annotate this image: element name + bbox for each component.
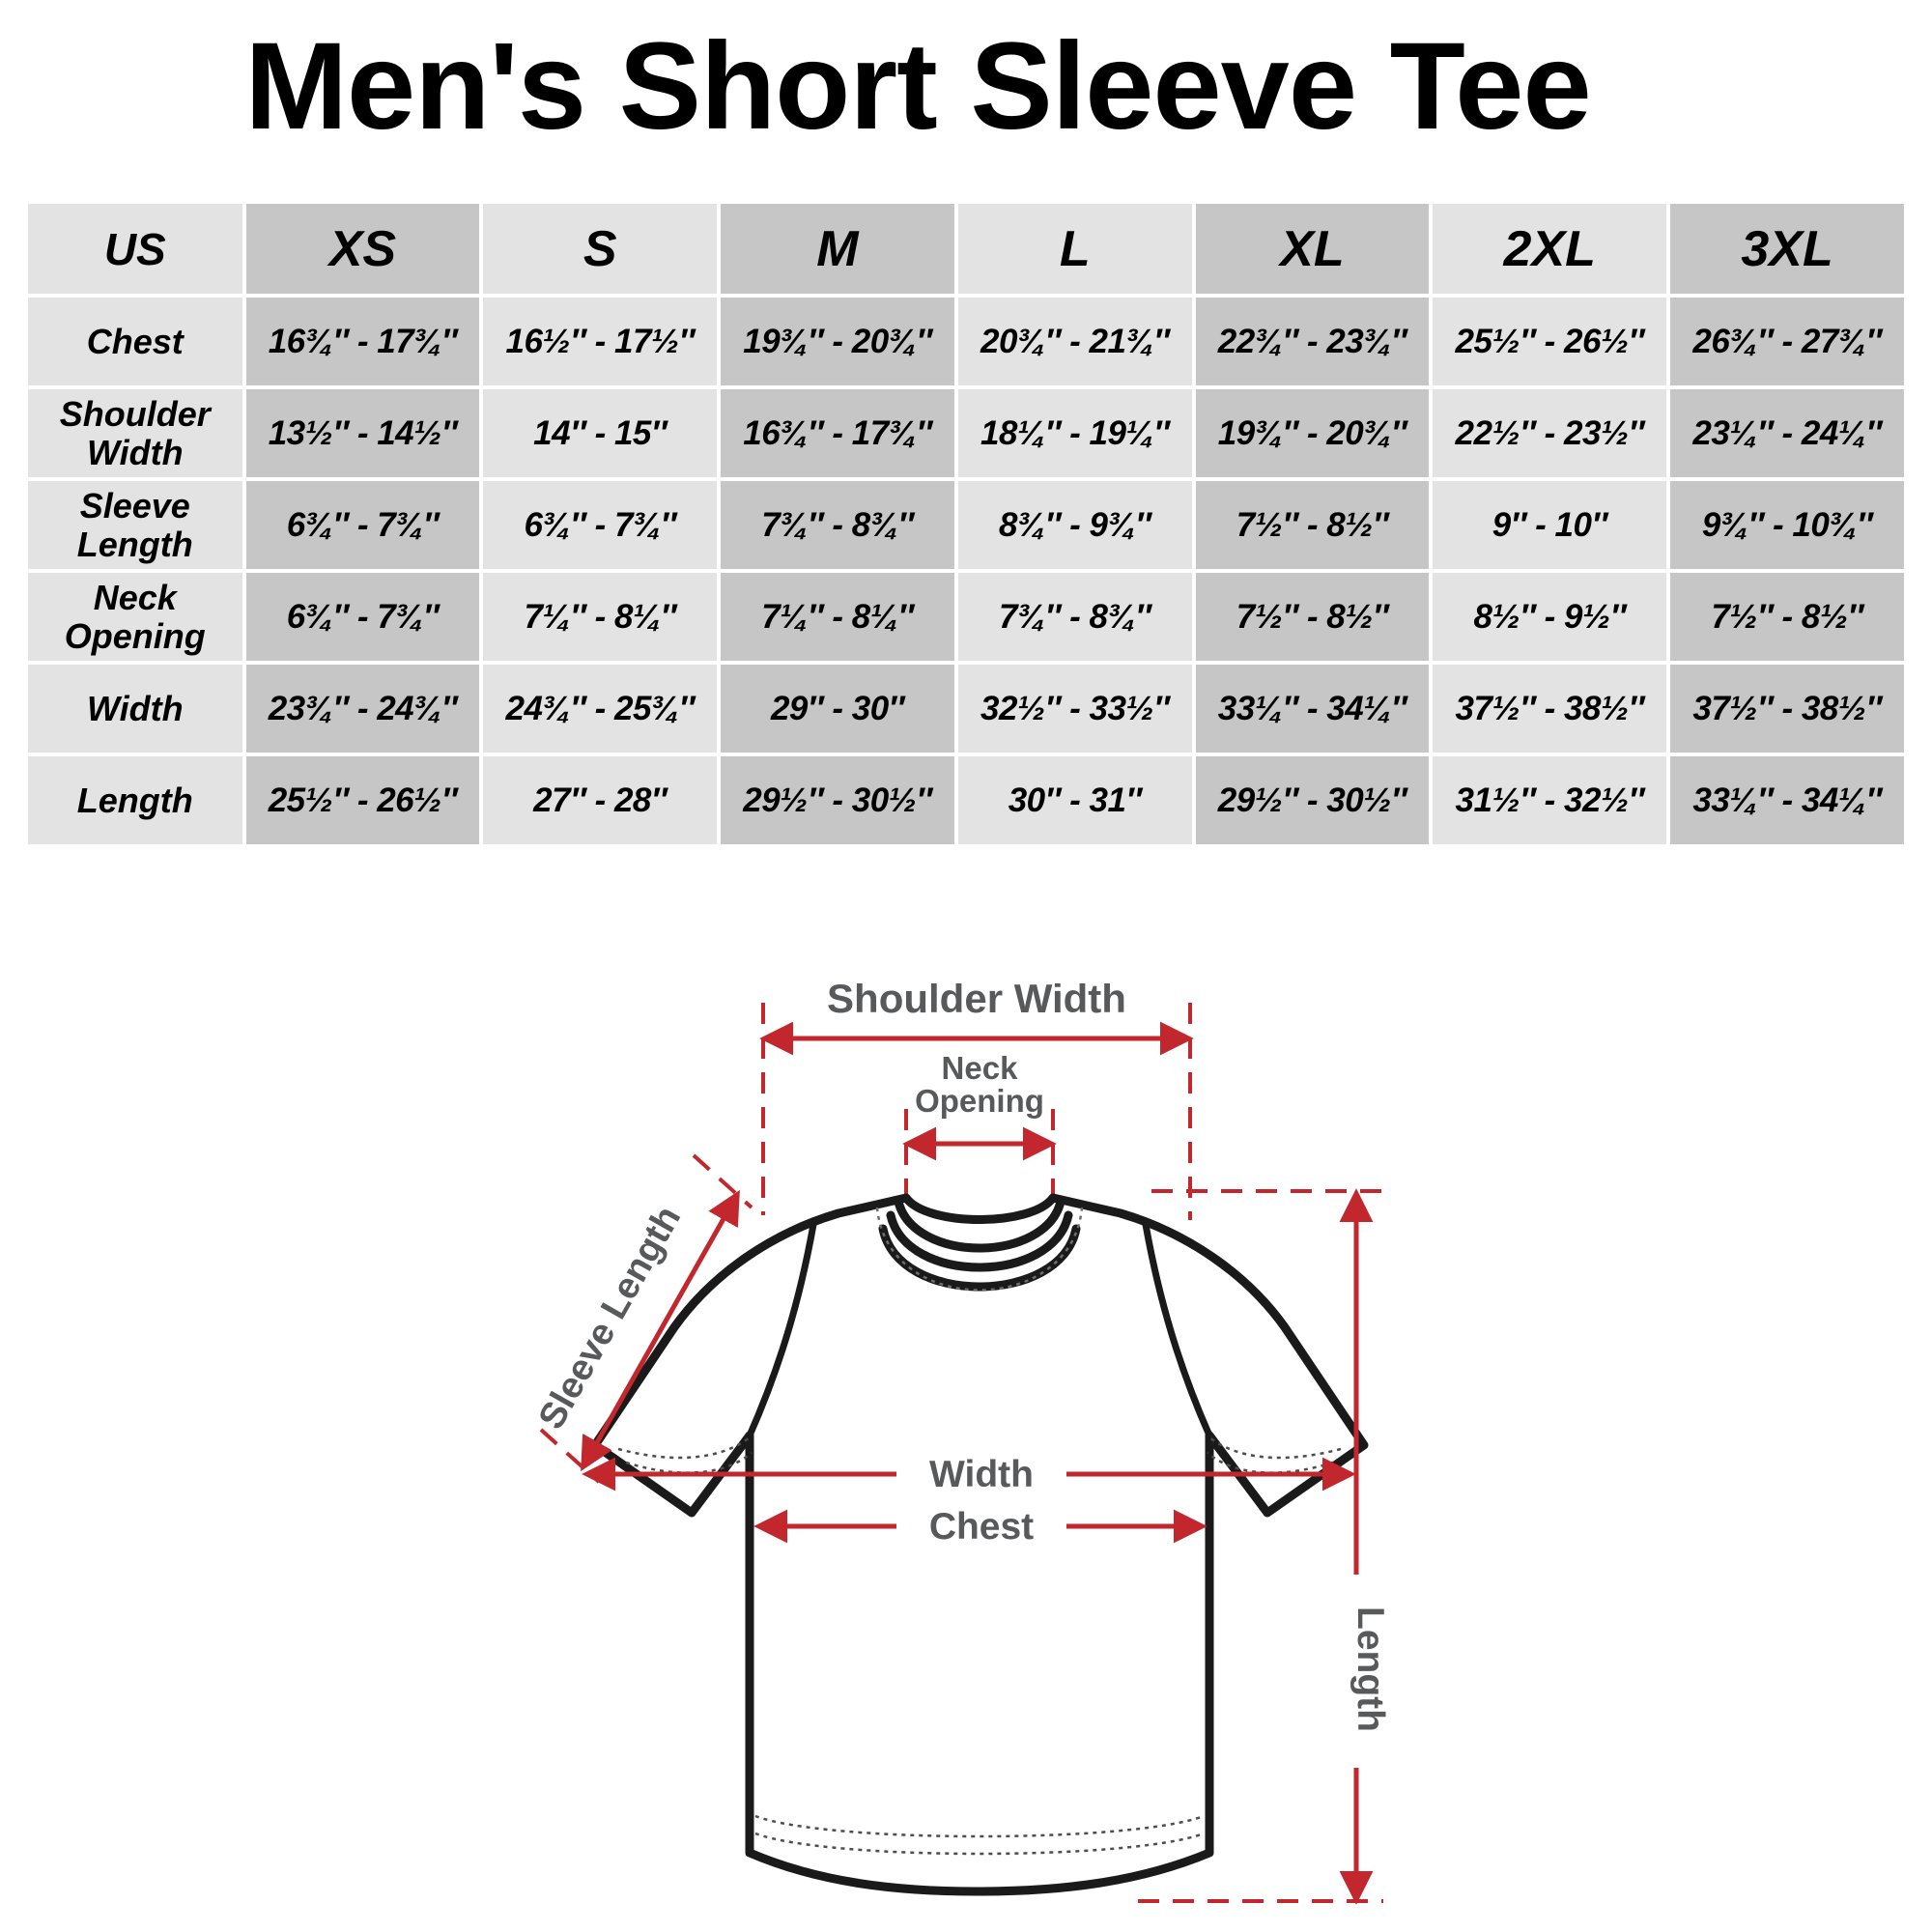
cell-neck-m: 7¼″ - 8¼″: [721, 573, 954, 661]
table-row: Sleeve Length 6¾″ - 7¾″ 6¾″ - 7¾″ 7¾″ - 8…: [28, 481, 1904, 569]
row-label-sleeve-length: Sleeve Length: [28, 481, 242, 569]
label-neck-opening-line1: Neck: [942, 1050, 1019, 1086]
column-header-3xl: 3XL: [1670, 204, 1904, 294]
cell-sleeve-s: 6¾″ - 7¾″: [483, 481, 718, 569]
hem-stitch-2: [754, 1832, 1205, 1856]
cell-shoulder-3xl: 23¼″ - 24¼″: [1670, 389, 1904, 477]
column-header-us: US: [28, 204, 242, 294]
guide-sleeve-bottom: [539, 1428, 601, 1484]
table-row: Shoulder Width 13½″ - 14½″ 14″ - 15″ 16¾″…: [28, 389, 1904, 477]
guide-sleeve-top: [692, 1153, 753, 1209]
row-label-line1: Neck: [93, 577, 177, 617]
cell-length-xs: 25½″ - 26½″: [245, 756, 480, 844]
seam-right: [1141, 1218, 1213, 1437]
row-label-line2: Width: [86, 432, 184, 472]
cell-chest-l: 20¾″ - 21¾″: [957, 298, 1192, 385]
cell-neck-l: 7¾″ - 8¾″: [957, 573, 1192, 661]
arrow-sleeve-length: [581, 1189, 740, 1472]
cell-sleeve-2xl: 9″ - 10″: [1433, 481, 1667, 569]
column-header-m: M: [721, 204, 954, 294]
row-label-line1: Sleeve: [79, 485, 190, 526]
cell-chest-2xl: 25½″ - 26½″: [1433, 298, 1667, 385]
label-backdrops: [896, 1449, 1383, 1768]
cell-sleeve-xs: 6¾″ - 7¾″: [245, 481, 480, 569]
column-header-xs: XS: [245, 204, 480, 294]
column-header-s: S: [483, 204, 718, 294]
cell-chest-s: 16½″ - 17½″: [483, 298, 718, 385]
column-header-2xl: 2XL: [1433, 204, 1667, 294]
backdrop-length: [1331, 1575, 1383, 1768]
cell-width-l: 32½″ - 33½″: [957, 665, 1192, 753]
cell-width-xs: 23¾″ - 24¾″: [245, 665, 480, 753]
sleeve-stitch-right-1: [1208, 1436, 1342, 1460]
column-header-xl: XL: [1195, 204, 1430, 294]
row-label-width: Width: [28, 665, 242, 753]
cell-neck-s: 7¼″ - 8¼″: [483, 573, 718, 661]
row-label-neck-opening: Neck Opening: [28, 573, 242, 661]
cell-width-2xl: 37½″ - 38½″: [1433, 665, 1667, 753]
cell-shoulder-m: 16¾″ - 17¾″: [721, 389, 954, 477]
cell-shoulder-s: 14″ - 15″: [483, 389, 718, 477]
collar-ring-1: [894, 1197, 1065, 1253]
cell-shoulder-xl: 19¾″ - 20¾″: [1195, 389, 1430, 477]
cell-width-3xl: 37½″ - 38½″: [1670, 665, 1904, 753]
table-header-row: US XS S M L XL 2XL 3XL: [28, 204, 1904, 294]
cell-sleeve-m: 7¾″ - 8¾″: [721, 481, 954, 569]
label-shoulder-width: Shoulder Width: [827, 983, 1126, 1021]
cell-width-m: 29″ - 30″: [721, 665, 954, 753]
table-row: Chest 16¾″ - 17¾″ 16½″ - 17½″ 19¾″ - 20¾…: [28, 298, 1904, 385]
cell-neck-xl: 7½″ - 8½″: [1195, 573, 1430, 661]
table-row: Neck Opening 6¾″ - 7¾″ 7¼″ - 8¼″ 7¼″ - 8¼…: [28, 573, 1904, 661]
cell-width-s: 24¾″ - 25¾″: [483, 665, 718, 753]
table-row: Width 23¾″ - 24¾″ 24¾″ - 25¾″ 29″ - 30″ …: [28, 665, 1904, 753]
cell-sleeve-3xl: 9¾″ - 10¾″: [1670, 481, 1904, 569]
seam-left: [746, 1218, 818, 1437]
cell-neck-2xl: 8½″ - 9½″: [1433, 573, 1667, 661]
hem-stitch-1: [754, 1814, 1205, 1838]
backdrop-chest: [896, 1501, 1066, 1551]
cell-chest-xl: 22¾″ - 23¾″: [1195, 298, 1430, 385]
cell-length-xl: 29½″ - 30½″: [1195, 756, 1430, 844]
backdrop-width: [896, 1449, 1066, 1499]
row-label-line1: Shoulder: [59, 393, 211, 434]
size-chart-table: US XS S M L XL 2XL 3XL Chest 16¾″ - 17¾″…: [24, 200, 1908, 848]
cell-shoulder-xs: 13½″ - 14½″: [245, 389, 480, 477]
row-label-shoulder-width: Shoulder Width: [28, 389, 242, 477]
cell-sleeve-l: 8¾″ - 9¾″: [957, 481, 1192, 569]
cell-length-s: 27″ - 28″: [483, 756, 718, 844]
cell-neck-xs: 6¾″ - 7¾″: [245, 573, 480, 661]
cell-length-m: 29½″ - 30½″: [721, 756, 954, 844]
cell-shoulder-2xl: 22½″ - 23½″: [1433, 389, 1667, 477]
tshirt-shoulder-seams: [746, 1218, 1213, 1437]
label-chest: Chest: [929, 1506, 1034, 1548]
label-neck-opening-line2: Opening: [915, 1083, 1044, 1119]
row-label-line2: Length: [76, 524, 193, 564]
page-title: Men's Short Sleeve Tee: [244, 17, 1591, 156]
cell-shoulder-l: 18¼″ - 19¼″: [957, 389, 1192, 477]
tshirt-measurement-diagram: Shoulder Width Neck Opening Sleeve Lengt…: [0, 983, 1932, 1932]
table-row: Length 25½″ - 26½″ 27″ - 28″ 29½″ - 30½″…: [28, 756, 1904, 844]
cell-chest-m: 19¾″ - 20¾″: [721, 298, 954, 385]
tshirt-hem-stitch: [754, 1814, 1205, 1856]
cell-chest-3xl: 26¾″ - 27¾″: [1670, 298, 1904, 385]
label-width: Width: [929, 1454, 1034, 1495]
cell-width-xl: 33¼″ - 34¼″: [1195, 665, 1430, 753]
cell-neck-3xl: 7½″ - 8½″: [1670, 573, 1904, 661]
cell-length-2xl: 31½″ - 32½″: [1433, 756, 1667, 844]
cell-length-l: 30″ - 31″: [957, 756, 1192, 844]
cell-sleeve-xl: 7½″ - 8½″: [1195, 481, 1430, 569]
row-label-length: Length: [28, 756, 242, 844]
row-label-line2: Opening: [64, 615, 206, 656]
collar-ring-2: [886, 1210, 1073, 1272]
label-length: Length: [1350, 1606, 1391, 1732]
column-header-l: L: [957, 204, 1192, 294]
cell-length-3xl: 33¼″ - 34¼″: [1670, 756, 1904, 844]
cell-chest-xs: 16¾″ - 17¾″: [245, 298, 480, 385]
row-label-chest: Chest: [28, 298, 242, 385]
